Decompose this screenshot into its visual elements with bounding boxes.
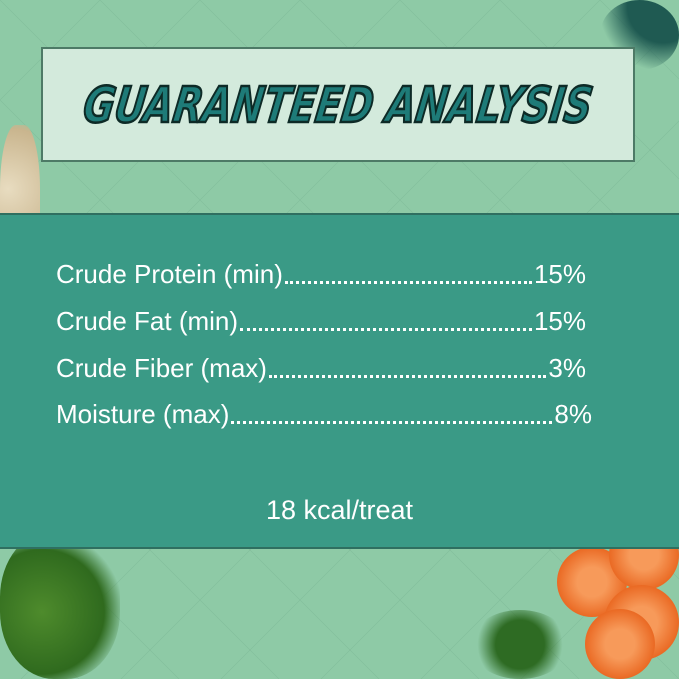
title-banner: Guaranteed Analysis [41, 47, 635, 162]
analysis-label: Moisture (max) [56, 399, 230, 429]
analysis-row-moisture: Moisture (max) 8% [56, 399, 592, 430]
analysis-row-fat: Crude Fat (min) 15% [56, 306, 586, 337]
analysis-row-protein: Crude Protein (min) 15% [56, 259, 586, 290]
analysis-value: 8% [554, 399, 592, 429]
carrot-slice-image [585, 609, 655, 679]
analysis-row-fiber: Crude Fiber (max) 3% [56, 353, 586, 384]
analysis-label: Crude Protein (min) [56, 259, 283, 289]
analysis-label: Crude Fat (min) [56, 306, 239, 336]
kale-image [0, 530, 120, 679]
dot-leader [268, 375, 547, 378]
analysis-panel: Crude Protein (min) 15% Crude Fat (min) 15… [0, 213, 679, 549]
dot-leader [284, 281, 532, 284]
dot-leader [240, 328, 532, 331]
page-title: Guaranteed Analysis [79, 75, 597, 134]
analysis-value: 15% [533, 259, 586, 289]
parsley-image [470, 610, 570, 679]
analysis-label: Crude Fiber (max) [56, 353, 267, 383]
analysis-value: 15% [533, 306, 586, 336]
dot-leader [231, 421, 553, 424]
calories-text: 18 kcal/treat [265, 495, 414, 525]
analysis-value: 3% [548, 353, 586, 383]
